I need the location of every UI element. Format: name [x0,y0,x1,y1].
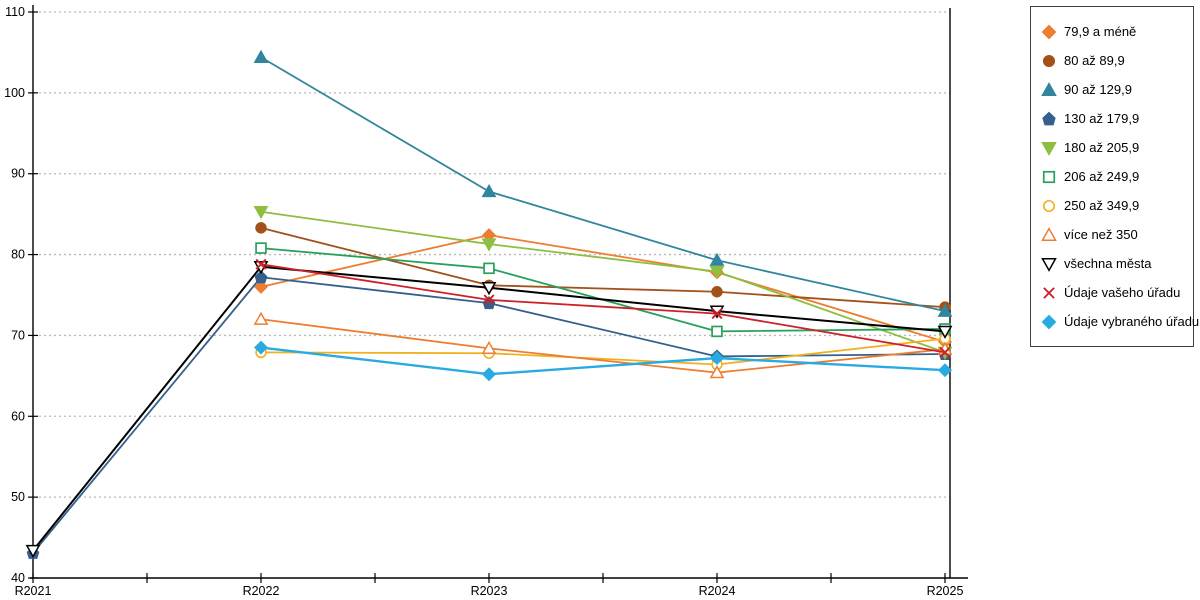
data-point-s10-R2023 [482,367,496,382]
triangle-marker-icon [1041,226,1057,241]
x-axis-label-R2025: R2025 [927,584,964,598]
data-point-s8-R2023 [481,282,497,296]
x-marker-icon [1043,286,1055,299]
legend-label: Údaje vašeho úřadu [1064,285,1181,300]
data-point-s4-R2023 [481,238,497,252]
triangle-down-marker-icon [1041,141,1057,156]
pentagon-marker-icon [1042,111,1056,125]
y-axis-label-40: 40 [11,571,25,585]
series-line-10 [260,346,946,376]
data-point-s10-R2024 [710,351,724,366]
legend-label: 180 až 205,9 [1064,140,1140,155]
x-axis-label-R2023: R2023 [471,584,508,598]
x-marker-icon [1043,286,1055,299]
legend-item-10: Údaje vybraného úřadu [1041,307,1199,336]
triangle-marker-icon [1041,81,1057,96]
data-point-s7-R2022 [253,311,269,325]
legend-item-4: 180 až 205,9 [1041,133,1187,162]
data-point-s2-R2022 [253,49,269,63]
legend-item-2: 90 až 129,9 [1041,75,1187,104]
diamond-marker-icon [1041,24,1057,39]
x-axis-label-R2024: R2024 [699,584,736,598]
circle-marker-icon [1042,54,1056,67]
series-line-2 [260,56,946,313]
square-marker-icon [1042,170,1056,183]
legend-label: více než 350 [1064,227,1138,242]
triangle-down-marker-icon [1041,257,1057,272]
diamond-marker-icon [1041,24,1057,39]
legend-item-7: více než 350 [1041,220,1187,249]
data-point-s3-R2022 [254,270,268,284]
pentagon-marker-icon [1042,111,1056,125]
x-axis-label-R2022: R2022 [243,584,280,598]
circle-marker-icon [1042,199,1056,212]
data-point-s4-R2024 [709,265,725,280]
series-line-7 [260,318,946,374]
chart-legend: 79,9 a méně 80 až 89,9 90 až 129,9 130 až 1… [1030,6,1199,347]
circle-marker-icon [1042,54,1056,67]
diamond-marker-icon [1041,314,1057,329]
triangle-down-marker-icon [1041,257,1057,272]
legend-label: 79,9 a méně [1064,24,1137,39]
legend-item-5: 206 až 249,9 [1041,162,1187,191]
y-axis-label-70: 70 [11,328,25,342]
legend-label: 130 až 179,9 [1064,111,1140,126]
data-point-s4-R2022 [253,206,269,220]
series-line-6 [260,337,946,366]
data-point-s9-R2025 [939,346,951,358]
line-chart-plot: 40 50 60 70 80 90 100 110 R2021 R2022 R2023 R2024 R2… [4,5,968,598]
legend-label: 250 až 349,9 [1064,198,1140,213]
series-line-9 [260,263,946,354]
legend-label: 90 až 129,9 [1064,82,1132,97]
data-point-s10-R2025 [938,363,952,378]
y-axis-label-80: 80 [11,248,25,262]
data-point-s7-R2023 [481,340,497,355]
series-line-0 [260,234,946,343]
data-point-s0-R2022 [254,279,268,294]
data-point-s9-R2022 [255,258,267,270]
series-line-8 [32,265,946,552]
legend-label: všechna města [1064,256,1152,271]
data-point-s2-R2024 [709,252,725,266]
data-point-s5-R2024 [711,325,723,338]
y-axis-label-50: 50 [11,490,25,504]
data-point-s9-R2023 [483,294,495,306]
data-point-s10-R2022 [254,340,268,355]
data-point-s1-R2024 [711,286,723,298]
y-axis-label-90: 90 [11,167,25,181]
y-axis-label-60: 60 [11,409,25,423]
data-point-s2-R2025 [937,303,953,317]
data-point-s1-R2022 [255,222,267,234]
data-point-s5-R2022 [255,242,267,254]
data-point-s7-R2024 [709,365,725,379]
legend-item-1: 80 až 89,9 [1041,46,1187,75]
legend-item-6: 250 až 349,9 [1041,191,1187,220]
series-line-4 [260,210,946,354]
data-point-s8-R2021 [25,544,41,559]
legend-item-9: Údaje vašeho úřadu [1041,278,1187,307]
x-axis-label-R2021: R2021 [15,584,52,598]
legend-label: Údaje vybraného úřadu [1064,314,1200,329]
data-point-s2-R2023 [481,183,497,198]
series-line-1 [260,227,946,309]
legend-label: 206 až 249,9 [1064,169,1140,184]
square-marker-icon [1042,170,1056,183]
legend-item-8: všechna města [1041,249,1187,278]
y-axis-label-100: 100 [4,86,25,100]
legend-item-0: 79,9 a méně [1041,17,1187,46]
triangle-marker-icon [1041,81,1057,96]
triangle-marker-icon [1041,226,1057,241]
legend-item-3: 130 až 179,9 [1041,104,1187,133]
triangle-down-marker-icon [1041,141,1057,156]
legend-label: 80 až 89,9 [1064,53,1125,68]
data-point-s8-R2025 [937,325,953,339]
y-axis-label-110: 110 [5,5,25,19]
data-point-s9-R2024 [711,308,723,320]
circle-marker-icon [1042,199,1056,212]
data-point-s5-R2023 [483,262,495,275]
diamond-marker-icon [1041,314,1057,329]
